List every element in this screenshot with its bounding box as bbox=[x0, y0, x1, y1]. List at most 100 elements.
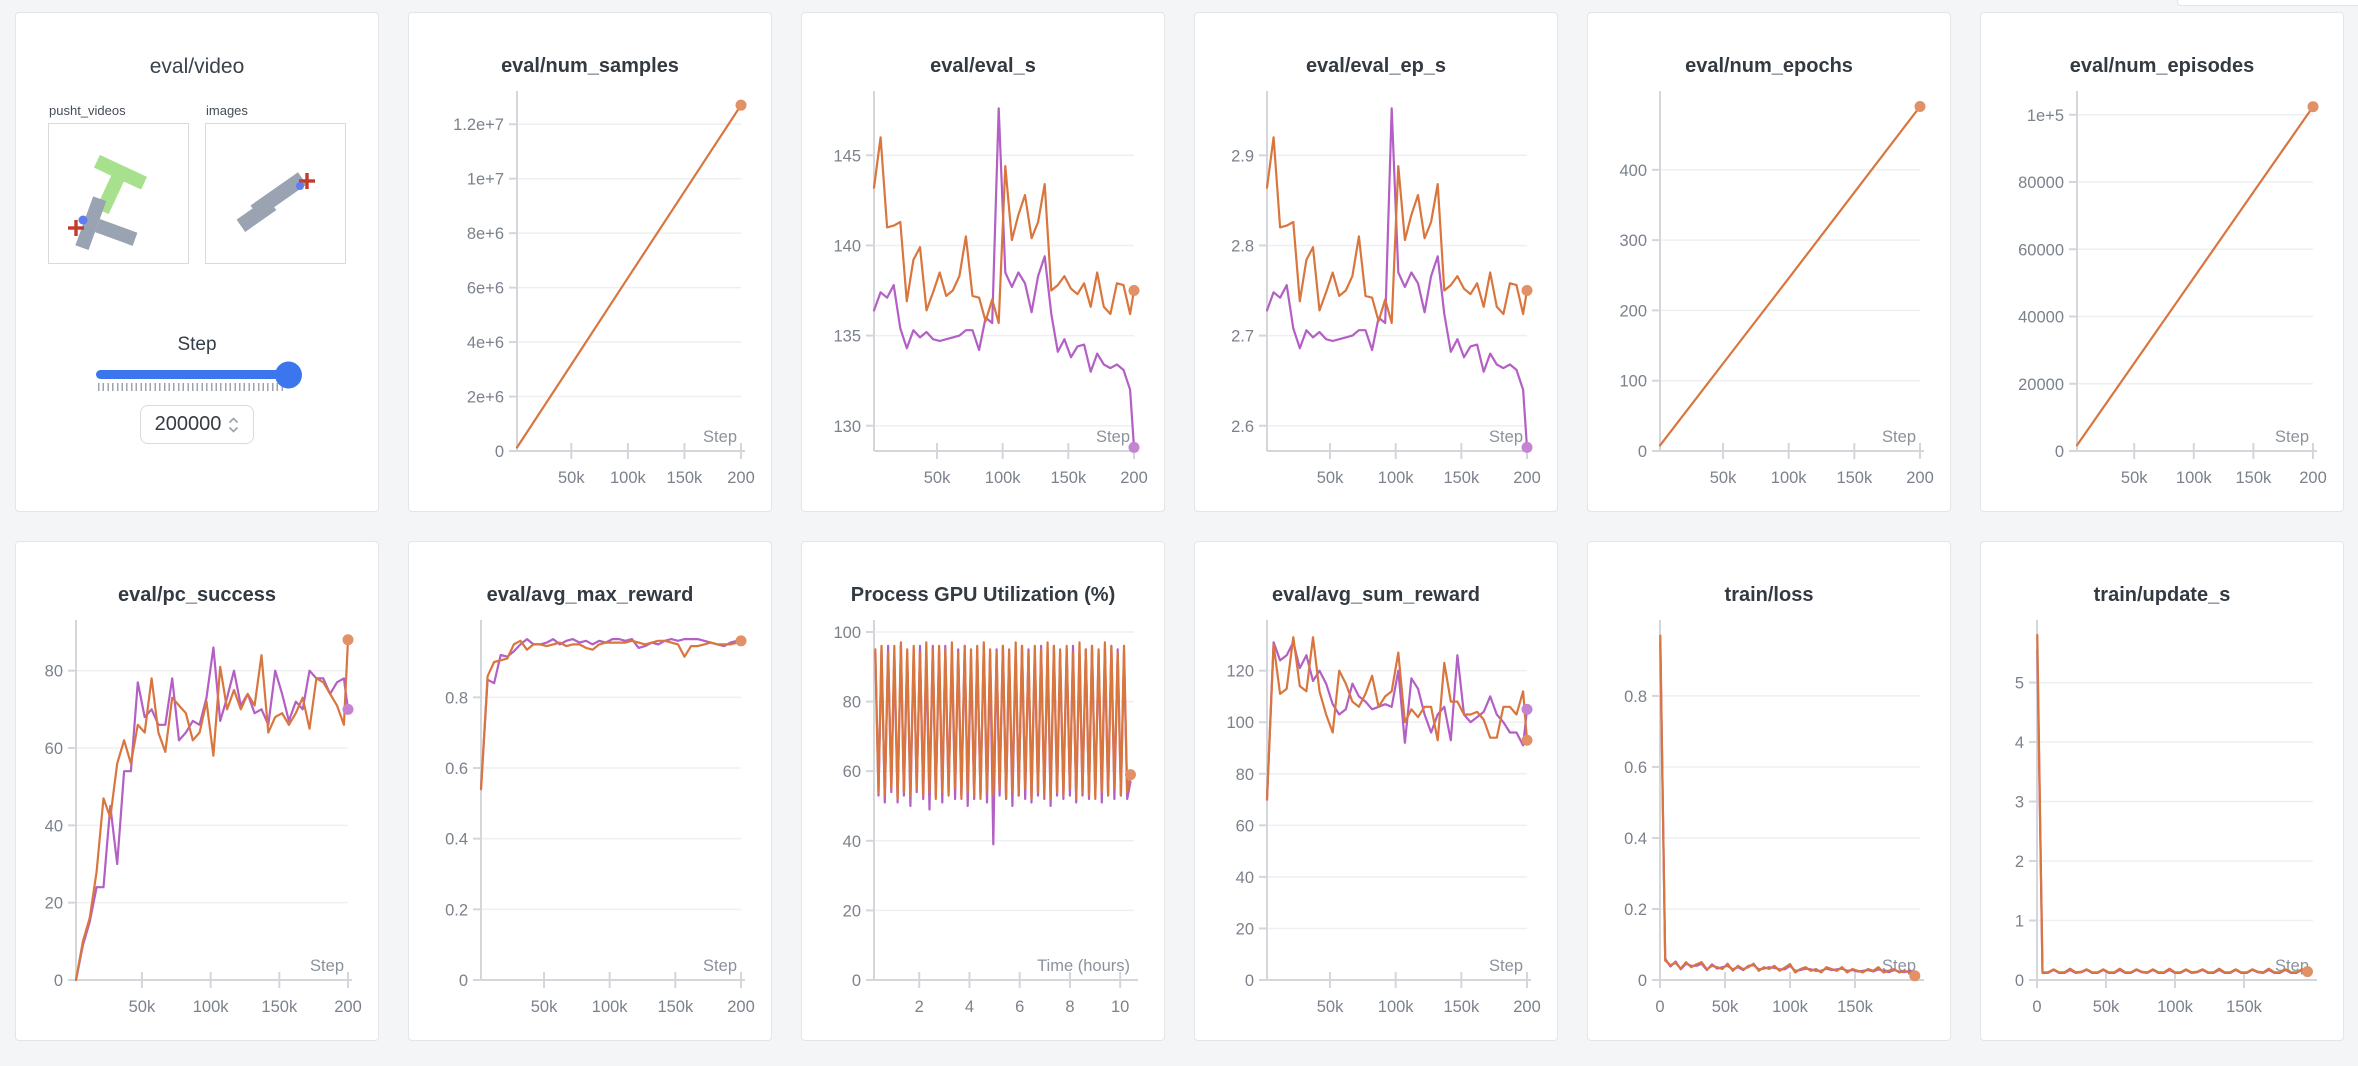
x-tick-label: 150k bbox=[657, 998, 694, 1016]
x-tick-label: 200 bbox=[334, 998, 362, 1016]
y-tick-label: 60 bbox=[843, 763, 861, 781]
x-tick-label: 50k bbox=[1317, 469, 1344, 487]
x-tick-label: 50k bbox=[129, 998, 156, 1016]
y-tick-label: 2.6 bbox=[1231, 418, 1254, 436]
series-line-purple bbox=[1265, 641, 1529, 801]
series-line-orange bbox=[1659, 634, 1916, 977]
chevron-down-icon[interactable] bbox=[228, 426, 239, 433]
step-slider[interactable] bbox=[96, 361, 302, 388]
chart-canvas[interactable]: 0 20 40 60 80 50k 100k 150k 200 Step bbox=[16, 608, 378, 1038]
y-tick-label: 200 bbox=[1619, 302, 1647, 320]
chart-panel-num_epochs[interactable]: eval/num_epochs 0 100 200 300 400 50k 100k 150k 2… bbox=[1587, 12, 1951, 512]
y-tick-label: 1e+7 bbox=[467, 171, 504, 189]
x-tick-label: 200 bbox=[1513, 469, 1541, 487]
x-tick-label: 100k bbox=[1378, 469, 1415, 487]
x-tick-label: 4 bbox=[965, 998, 974, 1016]
chart-panel-avg_max_reward[interactable]: eval/avg_max_reward 0 0.2 0.4 0.6 0.8 50k 100k 1… bbox=[408, 541, 772, 1041]
x-tick-label: 150k bbox=[1837, 998, 1874, 1016]
series-line-orange bbox=[2036, 633, 2309, 974]
chart-canvas[interactable]: 0 20 40 60 80 100 2 4 6 8 10 Time (hours) bbox=[802, 608, 1164, 1038]
chart-title: Process GPU Utilization (%) bbox=[850, 584, 1116, 606]
y-tick-label: 20 bbox=[843, 902, 861, 920]
chart-title: eval/num_episodes bbox=[2069, 55, 2255, 77]
media-panel-title: eval/video bbox=[149, 55, 245, 78]
y-tick-label: 300 bbox=[1619, 232, 1647, 250]
x-tick-label: 100k bbox=[2176, 469, 2213, 487]
x-axis-label: Step bbox=[703, 428, 737, 446]
y-tick-label: 40 bbox=[45, 817, 63, 835]
panel-eval-video[interactable]: eval/video pusht_videos bbox=[15, 12, 379, 512]
y-tick-label: 0.2 bbox=[1624, 901, 1647, 919]
chart-title: eval/num_epochs bbox=[1685, 55, 1853, 77]
series-line-orange bbox=[1265, 636, 1529, 801]
y-tick-label: 8e+6 bbox=[467, 225, 504, 243]
chart-canvas[interactable]: 0 2e+6 4e+6 6e+6 8e+6 1e+7 1.2e+7 50k 100k 150k 20… bbox=[409, 79, 771, 509]
y-tick-label: 0 bbox=[495, 443, 504, 461]
chart-title: eval/eval_s bbox=[930, 55, 1036, 77]
images-thumbnail[interactable] bbox=[205, 123, 346, 264]
chart-canvas[interactable]: 130 135 140 145 50k 100k 150k 200 Step bbox=[802, 79, 1164, 509]
chart-canvas[interactable]: 0 0.2 0.4 0.6 0.8 50k 100k 150k 200 Step bbox=[409, 608, 771, 1038]
series-line-orange bbox=[1265, 136, 1529, 325]
chart-canvas[interactable]: 0 20 40 60 80 100 120 50k 100k 150k 200 Step bbox=[1195, 608, 1557, 1038]
chart-panel-train_update_s[interactable]: train/update_s 0 1 2 3 4 5 0 50k 100k 150k Step bbox=[1980, 541, 2344, 1041]
x-tick-label: 150k bbox=[1836, 469, 1873, 487]
y-tick-label: 0 bbox=[1245, 972, 1254, 990]
y-tick-label: 0 bbox=[2015, 972, 2024, 990]
y-tick-label: 20000 bbox=[2018, 376, 2064, 394]
step-slider-thumb[interactable] bbox=[275, 361, 302, 388]
x-tick-label: 8 bbox=[1065, 998, 1074, 1016]
chart-panel-eval_ep_s[interactable]: eval/eval_ep_s 2.6 2.7 2.8 2.9 50k 100k 150k 200… bbox=[1194, 12, 1558, 512]
x-tick-label: 200 bbox=[1513, 998, 1541, 1016]
chart-canvas[interactable]: 0 20000 40000 60000 80000 1e+5 50k 100k 150k 200 S… bbox=[1981, 79, 2343, 509]
x-tick-label: 6 bbox=[1015, 998, 1024, 1016]
series-line-orange bbox=[479, 639, 743, 791]
y-tick-label: 100 bbox=[1226, 714, 1254, 732]
chart-panel-gpu_utilization[interactable]: Process GPU Utilization (%) 0 20 40 60 80 100 2… bbox=[801, 541, 1165, 1041]
x-tick-label: 150k bbox=[1443, 998, 1480, 1016]
agent-dot bbox=[296, 182, 304, 190]
chart-panel-pc_success[interactable]: eval/pc_success 0 20 40 60 80 50k 100k 150k 200 St… bbox=[15, 541, 379, 1041]
y-tick-label: 6e+6 bbox=[467, 280, 504, 298]
y-tick-label: 0 bbox=[1638, 972, 1647, 990]
x-axis-label: Step bbox=[1882, 428, 1916, 446]
media-row: pusht_videos bbox=[16, 103, 378, 264]
chart-panel-eval_s[interactable]: eval/eval_s 130 135 140 145 50k 100k 150k 200 Ste… bbox=[801, 12, 1165, 512]
pusht-video-thumbnail[interactable] bbox=[48, 123, 189, 264]
step-value-input[interactable]: 200000 bbox=[140, 405, 254, 444]
chart-panel-num_samples[interactable]: eval/num_samples 0 2e+6 4e+6 6e+6 8e+6 1e+7 1.2… bbox=[408, 12, 772, 512]
target-cross-icon bbox=[299, 173, 315, 189]
y-tick-label: 0.4 bbox=[445, 831, 468, 849]
chart-panel-avg_sum_reward[interactable]: eval/avg_sum_reward 0 20 40 60 80 100 120 50k 100… bbox=[1194, 541, 1558, 1041]
y-tick-label: 0 bbox=[2055, 443, 2064, 461]
x-tick-label: 150k bbox=[1050, 469, 1087, 487]
chart-title: eval/avg_max_reward bbox=[486, 584, 694, 606]
series-endpoint-dot-orange bbox=[1914, 101, 1926, 113]
step-slider-ruler bbox=[98, 383, 284, 391]
y-tick-label: 60 bbox=[1236, 817, 1254, 835]
chart-panel-num_episodes[interactable]: eval/num_episodes 0 20000 40000 60000 80000 1e… bbox=[1980, 12, 2344, 512]
y-tick-label: 120 bbox=[1226, 663, 1254, 681]
x-axis-label: Step bbox=[1489, 957, 1523, 975]
x-tick-label: 100k bbox=[592, 998, 629, 1016]
y-tick-label: 1 bbox=[2015, 913, 2024, 931]
x-axis-label: Time (hours) bbox=[1037, 957, 1130, 975]
chart-title: eval/num_samples bbox=[501, 55, 679, 77]
y-tick-label: 60 bbox=[45, 740, 63, 758]
chart-panel-train_loss[interactable]: train/loss 0 0.2 0.4 0.6 0.8 0 50k 100k 150k Step bbox=[1587, 541, 1951, 1041]
x-tick-label: 0 bbox=[1655, 998, 1664, 1016]
series-endpoint-dot-orange bbox=[2301, 966, 2313, 978]
x-tick-label: 100k bbox=[985, 469, 1022, 487]
chart-canvas[interactable]: 2.6 2.7 2.8 2.9 50k 100k 150k 200 Step bbox=[1195, 79, 1557, 509]
y-tick-label: 20 bbox=[1236, 920, 1254, 938]
chevron-up-icon[interactable] bbox=[228, 416, 239, 424]
x-tick-label: 100k bbox=[1378, 998, 1415, 1016]
step-stepper bbox=[228, 416, 239, 433]
y-tick-label: 4 bbox=[2015, 734, 2024, 752]
agent-t-shape bbox=[75, 196, 138, 251]
x-tick-label: 50k bbox=[558, 469, 585, 487]
chart-canvas[interactable]: 0 100 200 300 400 50k 100k 150k 200 Step bbox=[1588, 79, 1950, 509]
y-tick-label: 140 bbox=[833, 237, 861, 255]
